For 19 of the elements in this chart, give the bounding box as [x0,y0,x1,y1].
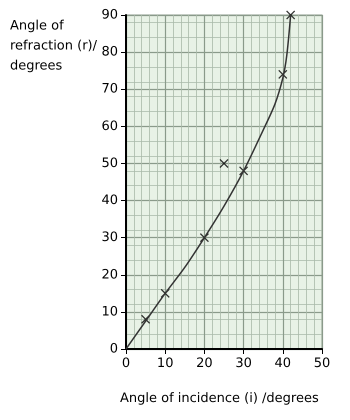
y-axis-title: Angle of refraction (r)/degrees [10,18,98,74]
y-tick-label: 20 [101,267,118,282]
x-tick-label: 50 [314,356,330,371]
point [286,10,296,20]
y-tick-label: 60 [101,118,118,134]
x-tick-label: 10 [156,356,174,371]
y-tick-label: 0 [110,342,118,356]
x-tick-label: 30 [235,356,252,371]
y-tick-label: 50 [101,156,118,171]
x-tick-label: 20 [196,356,213,371]
x-tick-label: 40 [274,356,292,371]
x-axis-title: Angle of incidence (i) /degrees [120,391,319,406]
y-tick-label: 10 [101,304,118,320]
y-tick-label: 70 [101,82,118,97]
y-tick-label: 90 [101,8,118,22]
y-tick-label: 30 [101,230,118,246]
y-tick-label: 40 [101,193,118,208]
x-tick-label: 0 [122,356,130,371]
y-tick-label: 80 [101,44,118,60]
